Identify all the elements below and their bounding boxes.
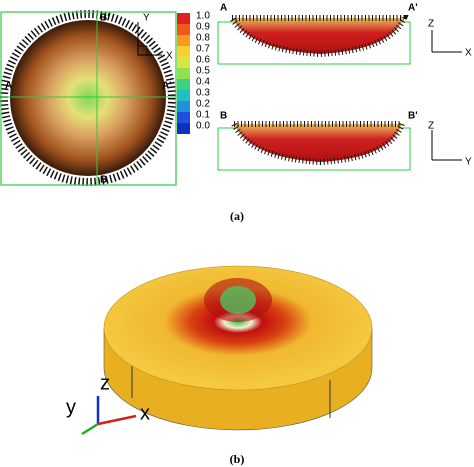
label: B' <box>408 111 418 122</box>
axis-label: z <box>100 372 110 394</box>
axis-y <box>81 422 99 436</box>
label: B' <box>100 13 110 24</box>
axis-label: Z <box>428 19 434 30</box>
colorbar-label: 0.7 <box>196 44 210 55</box>
axis-label: x <box>140 402 150 424</box>
colorbar-segment <box>177 79 190 90</box>
label: B <box>220 111 227 122</box>
colorbar-label: 0.0 <box>196 121 210 132</box>
top-view: B' Y X A A' B 1.00.90.80.70.60.50.40.30.… <box>0 10 210 186</box>
colorbar-label: 0.2 <box>196 99 210 110</box>
bowl <box>229 121 407 166</box>
colorbar-label: 1.0 <box>196 11 210 22</box>
colorbar-label: 0.3 <box>196 88 210 99</box>
caption: (a) <box>230 209 244 223</box>
colorbar-label: 0.4 <box>196 77 210 88</box>
section-aa: A A' Z X <box>217 3 472 65</box>
axis-box <box>137 45 148 56</box>
label: A' <box>162 81 172 92</box>
axis-x <box>97 414 137 426</box>
crater-core <box>220 286 256 314</box>
axis-label: X <box>465 48 472 59</box>
colorbar-segment <box>177 35 190 46</box>
axis-label: Z <box>428 121 434 132</box>
bristles <box>0 10 176 186</box>
colorbar-segment <box>177 101 190 112</box>
sphere <box>10 20 166 176</box>
frame <box>0 11 177 186</box>
colorbar-segment <box>177 46 190 57</box>
colorbar-label: 0.9 <box>196 22 210 33</box>
axis-label: X <box>166 51 173 62</box>
label: A <box>220 3 227 14</box>
colorbar-label: 0.5 <box>196 66 210 77</box>
disc-top <box>103 265 373 391</box>
colorbar-segment <box>177 112 190 123</box>
colorbar-segment <box>177 68 190 79</box>
colorbar-segment <box>177 123 190 134</box>
label: A <box>5 81 12 92</box>
colorbar-segment <box>177 57 190 68</box>
label: B <box>100 175 107 186</box>
disc-model: z y x <box>66 265 373 436</box>
axis-label: y <box>66 396 76 418</box>
caption: (b) <box>230 452 245 466</box>
colorbar: 1.00.90.80.70.60.50.40.30.20.10.0 <box>177 11 210 134</box>
colorbar-segment <box>177 13 190 24</box>
colorbar-segment <box>177 90 190 101</box>
colorbar-label: 0.6 <box>196 55 210 66</box>
axis-label: Y <box>465 157 472 168</box>
colorbar-label: 0.8 <box>196 33 210 44</box>
colorbar-segment <box>177 24 190 35</box>
colorbar-label: 0.1 <box>196 110 210 121</box>
label: A' <box>408 3 418 14</box>
bowl <box>226 15 409 58</box>
section-bb: B B' Z Y <box>217 111 472 171</box>
axis-label: Y <box>143 13 150 24</box>
